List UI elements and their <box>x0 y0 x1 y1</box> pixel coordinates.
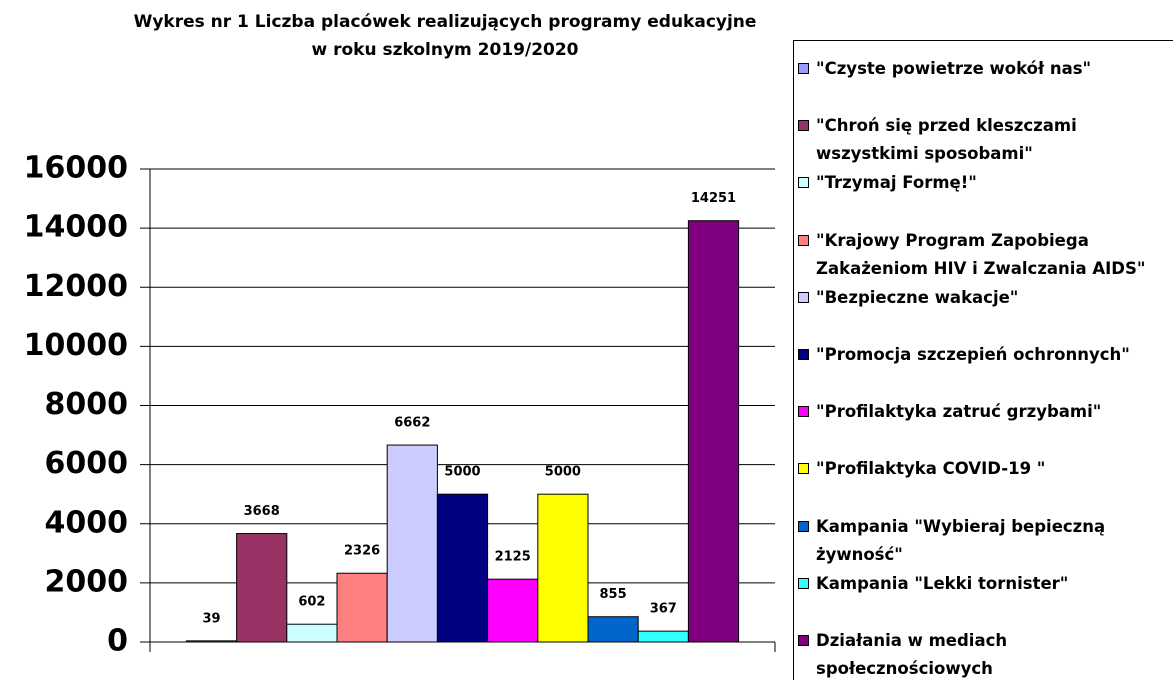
legend-item: "Profilaktyka COVID-19 " <box>798 455 1166 483</box>
legend-item: "Chroń się przed kleszczami wszystkimi s… <box>798 112 1166 168</box>
data-label: 6662 <box>394 416 430 431</box>
y-tick-label: 14000 <box>24 210 128 245</box>
chart: Wykres nr 1 Liczba placówek realizującyc… <box>24 12 776 659</box>
y-tick-label: 2000 <box>45 564 129 599</box>
bar <box>487 578 539 643</box>
legend-item: "Bezpieczne wakacje" <box>798 284 1166 312</box>
legend-label: "Profilaktyka COVID-19 " <box>816 459 1046 479</box>
data-label: 39 <box>202 611 220 626</box>
bar <box>537 493 589 643</box>
bar <box>336 572 388 643</box>
legend-item: Działania w mediach społecznościowych <box>798 627 1166 680</box>
legend-swatch <box>798 463 809 475</box>
legend-label: "Czyste powietrze wokół nas" <box>816 59 1092 78</box>
bar <box>386 444 438 643</box>
legend-item: "Czyste powietrze wokół nas" <box>798 55 1166 83</box>
data-label: 14251 <box>691 191 736 206</box>
y-tick-label: 4000 <box>45 505 129 540</box>
legend-item: Kampania "Wybieraj bepieczną żywność" <box>798 513 1166 569</box>
legend-swatch <box>798 234 809 246</box>
legend-label: Działania w mediach społecznościowych <box>816 631 1008 678</box>
legend-label: "Promocja szczepień ochronnych" <box>816 345 1130 364</box>
y-tick-label: 10000 <box>24 328 128 363</box>
legend-item: "Profilaktyka zatruć grzybami" <box>798 398 1166 426</box>
legend-swatch <box>798 120 809 132</box>
legend-swatch <box>798 406 809 418</box>
data-label: 3668 <box>244 504 280 519</box>
data-label: 602 <box>298 595 325 610</box>
bar <box>637 630 689 643</box>
legend: "Czyste powietrze wokół nas" "Chroń się p… <box>793 40 1173 680</box>
legend-label: "Bezpieczne wakacje" <box>816 287 1019 307</box>
chart-title: w roku szkolnym 2019/2020 <box>311 40 578 60</box>
legend-item: "Trzymaj Formę!" <box>798 169 1166 197</box>
data-label: 855 <box>600 587 627 602</box>
data-label: 2326 <box>344 544 380 559</box>
y-tick-label: 0 <box>107 624 128 659</box>
legend-swatch <box>798 635 809 646</box>
legend-label: Kampania "Wybieraj bepieczną żywność" <box>816 516 1106 564</box>
legend-label: "Chroń się przed kleszczami wszystkimi s… <box>816 116 1077 164</box>
data-label: 2125 <box>495 550 531 565</box>
legend-swatch <box>798 520 809 532</box>
legend-item: "Promocja szczepień ochronnych" <box>798 341 1166 369</box>
legend-label: Kampania "Lekki tornister" <box>816 573 1069 593</box>
legend-swatch <box>798 177 809 189</box>
legend-item: "Krajowy Program Zapobiega Zakażeniom HI… <box>798 227 1166 283</box>
y-tick-label: 12000 <box>24 269 128 304</box>
bar <box>436 493 489 643</box>
y-tick-label: 8000 <box>45 387 129 422</box>
legend-swatch <box>798 349 809 360</box>
bar <box>185 640 238 643</box>
bar <box>687 220 740 643</box>
legend-label: "Trzymaj Formę!" <box>816 173 977 193</box>
y-tick-label: 16000 <box>24 151 128 186</box>
legend-label: "Krajowy Program Zapobiega Zakażeniom HI… <box>816 230 1146 278</box>
legend-swatch <box>798 291 809 303</box>
legend-label: "Profilaktyka zatruć grzybami" <box>816 402 1102 422</box>
bar <box>236 533 288 643</box>
bar <box>286 623 338 643</box>
y-tick-label: 6000 <box>45 446 129 481</box>
bar <box>587 616 639 643</box>
chart-title: Wykres nr 1 Liczba placówek realizującyc… <box>134 12 757 32</box>
legend-swatch <box>798 577 809 589</box>
data-label: 5000 <box>545 465 581 480</box>
legend-item: Kampania "Lekki tornister" <box>798 570 1166 598</box>
legend-swatch <box>798 63 809 74</box>
data-label: 367 <box>650 602 677 617</box>
data-label: 5000 <box>444 465 480 480</box>
